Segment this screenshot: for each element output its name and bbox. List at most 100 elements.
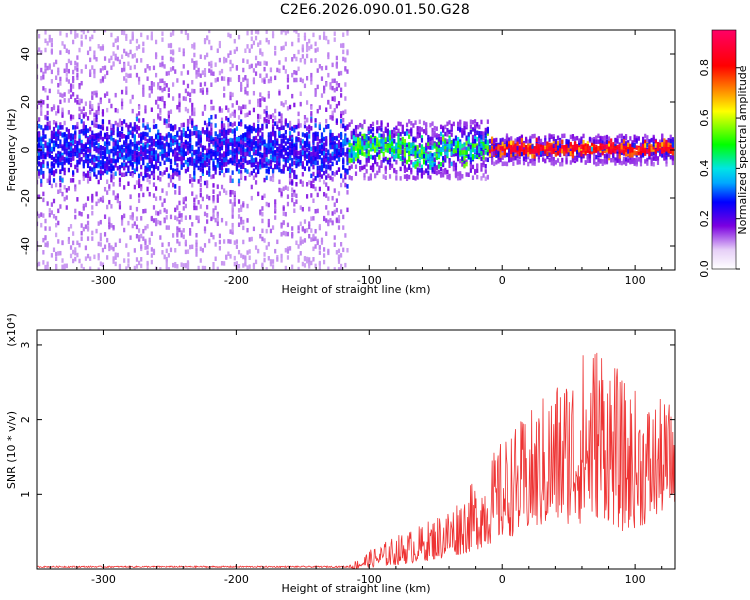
spectrogram-cell xyxy=(401,161,404,166)
spectrogram-cell xyxy=(152,182,156,187)
spectrogram-cell xyxy=(142,92,145,97)
spectrogram-cell xyxy=(186,123,190,128)
spectrogram-cell xyxy=(337,167,341,172)
spectrogram-cell xyxy=(95,93,98,98)
spectrogram-cell xyxy=(505,138,509,144)
spectrogram-cell xyxy=(118,122,122,128)
spectrogram-cell xyxy=(293,30,296,33)
spectrogram-cell xyxy=(178,135,181,140)
spectrogram-cell xyxy=(127,258,130,263)
spectrogram-cell xyxy=(280,121,283,126)
spectrogram-cell xyxy=(46,103,49,109)
spectrogram-cell xyxy=(420,168,424,173)
spectrogram-cell xyxy=(312,156,315,161)
spectrogram-cell xyxy=(214,256,217,261)
spectrogram-cell xyxy=(123,258,126,263)
spectrogram-cell xyxy=(274,156,277,162)
spectrogram-cell xyxy=(76,62,79,67)
spectrogram-cell xyxy=(282,30,285,33)
spectrogram-cell xyxy=(310,146,313,152)
spectrogram-cell xyxy=(335,170,338,175)
spectrogram-cell xyxy=(161,188,164,193)
spectrogram-cell xyxy=(110,204,113,209)
spectrogram-cell xyxy=(248,64,251,70)
spectrogram-cell xyxy=(93,172,96,177)
spectrogram-cell xyxy=(123,119,126,124)
spectrogram-cell xyxy=(446,121,449,127)
spectrogram-cell xyxy=(59,188,62,194)
spectrogram-cell xyxy=(131,149,134,155)
spectrogram-cell xyxy=(346,137,349,143)
spectrogram-cell xyxy=(97,221,100,226)
spectrogram-cell xyxy=(133,248,136,253)
spectrogram-cell xyxy=(269,135,273,140)
spectrogram-cell xyxy=(371,155,375,160)
spectrogram-cell xyxy=(172,172,175,178)
spectrogram-cell xyxy=(212,158,215,164)
spectrogram-cell xyxy=(469,151,472,157)
spectrogram-cell xyxy=(208,149,211,155)
spectrogram-cell xyxy=(69,224,73,229)
spectrogram-cell xyxy=(80,236,83,241)
spectrogram-cell xyxy=(112,158,115,164)
spectrogram-cell xyxy=(235,166,239,172)
spectrogram-cell xyxy=(59,175,62,181)
spectrogram-cell xyxy=(212,151,215,157)
spectrogram-cell xyxy=(286,145,290,151)
spectrogram-cell xyxy=(116,166,119,171)
spectrogram-cell xyxy=(167,182,170,188)
spectrogram-cell xyxy=(301,54,304,59)
spectrogram-cell xyxy=(37,145,39,150)
spectrogram-cell xyxy=(150,231,153,236)
spectrogram-cell xyxy=(229,141,232,146)
spectrogram-cell xyxy=(267,78,270,84)
spectrogram-cell xyxy=(391,141,394,146)
spectrogram-cell xyxy=(444,151,447,157)
spectrogram-cell xyxy=(220,158,224,163)
spectrogram-cell xyxy=(416,171,419,176)
spectrogram-cell xyxy=(97,137,100,142)
spectrogram-cell xyxy=(223,86,226,92)
spectrogram-cell xyxy=(180,122,183,128)
spectrogram-cell xyxy=(82,176,85,181)
spectrogram-cell xyxy=(269,67,273,72)
spectrogram-cell xyxy=(186,162,190,167)
spectrogram-cell xyxy=(499,140,502,145)
spectrogram-cell xyxy=(439,147,443,153)
spectrogram-cell xyxy=(395,144,398,149)
spectrogram-cell xyxy=(250,162,253,168)
spectrogram-cell xyxy=(142,151,145,157)
spectrogram-cell xyxy=(291,187,294,192)
spectrogram-cell xyxy=(72,240,75,246)
spectrogram-cell xyxy=(154,39,158,45)
spectrogram-cell xyxy=(93,254,96,260)
spectrogram-cell xyxy=(193,170,196,176)
spectrogram-cell xyxy=(248,255,251,260)
spectrogram-cell xyxy=(484,176,487,182)
spectrogram-cell xyxy=(80,119,83,124)
spectrogram-cell xyxy=(357,124,360,130)
spectrogram-cell xyxy=(284,157,287,162)
spectrogram-cell xyxy=(263,60,266,66)
spectrogram-cell xyxy=(486,157,489,163)
spectrogram-cell xyxy=(265,113,268,118)
spectrogram-cell xyxy=(265,110,268,116)
spectrogram-cell xyxy=(78,148,81,153)
spectrogram-cell xyxy=(48,38,51,43)
spectrogram-cell xyxy=(261,195,264,201)
spectrogram-cell xyxy=(131,54,134,59)
spectrogram-cell xyxy=(348,122,351,127)
spectrogram-cell xyxy=(67,236,70,242)
spectrogram-cell xyxy=(274,143,277,148)
spectrogram-cell xyxy=(293,189,296,195)
spectrogram-cell xyxy=(72,114,75,120)
spectrogram-cell xyxy=(335,136,338,141)
spectrogram-cell xyxy=(301,78,304,84)
spectrogram-cell xyxy=(271,150,275,156)
spectrogram-cell xyxy=(263,117,266,122)
spectrogram-cell xyxy=(308,143,311,149)
spectrogram-cell xyxy=(291,264,294,270)
spectrogram-cell xyxy=(284,162,287,168)
spectrogram-cell xyxy=(344,66,347,71)
spectrogram-cell xyxy=(446,151,449,157)
